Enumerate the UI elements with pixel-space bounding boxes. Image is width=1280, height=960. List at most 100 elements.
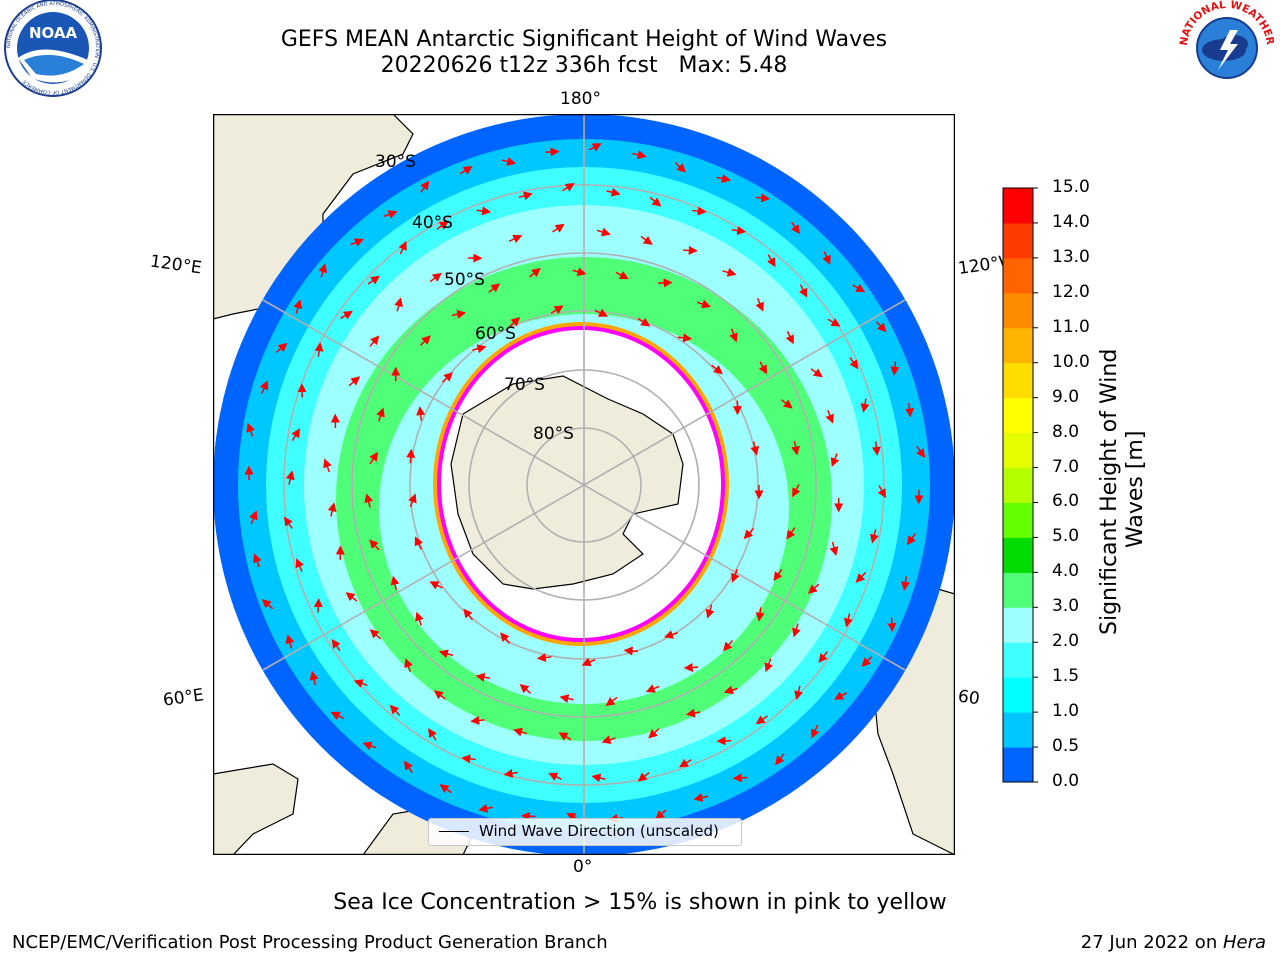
wind-wave-arrow [253, 553, 262, 568]
colorbar-segment [1003, 747, 1033, 783]
wind-wave-arrow [433, 690, 446, 700]
colorbar-tick-label: 2.0 [1052, 631, 1080, 652]
wind-wave-arrow [313, 598, 323, 613]
map-frame [213, 114, 955, 855]
wind-wave-arrow [649, 196, 662, 207]
colorbar-segment [1003, 642, 1033, 678]
wind-wave-arrow [518, 191, 533, 201]
wind-wave-arrow [743, 528, 755, 540]
wind-wave-arrow [755, 607, 765, 622]
wind-wave-arrow [887, 617, 897, 633]
wind-wave-arrow [463, 608, 474, 621]
wind-wave-arrow [855, 571, 867, 583]
wind-wave-arrow [501, 157, 517, 166]
lon-label-60w: 60°W [956, 686, 982, 710]
wind-wave-arrow [420, 180, 430, 193]
wind-wave-arrow [591, 773, 606, 783]
wind-wave-arrow [369, 629, 382, 640]
colorbar-segment [1003, 222, 1033, 259]
colorbar-tick-label: 1.0 [1052, 701, 1080, 722]
ice-caption: Sea Ice Concentration > 15% is shown in … [333, 890, 947, 915]
wind-wave-arrow [581, 657, 596, 666]
wind-wave-arrow [825, 409, 834, 424]
wind-wave-arrow [408, 493, 417, 508]
wind-wave-arrow [683, 662, 699, 672]
colorbar-tick-label: 7.0 [1052, 456, 1080, 477]
wind-wave-arrow [901, 576, 910, 591]
colorbar-segment [1003, 432, 1033, 469]
wind-wave-arrow [830, 453, 840, 468]
wind-wave-arrow [404, 658, 413, 672]
wind-wave-arrow [529, 267, 541, 278]
wind-wave-arrow [415, 611, 424, 626]
wind-wave-arrow [451, 309, 467, 319]
wind-wave-arrow [369, 335, 380, 347]
colorbar-segment [1003, 607, 1033, 643]
wind-wave-arrow [829, 541, 839, 557]
wind-wave-arrow [711, 364, 723, 375]
wind-wave-arrow [389, 704, 401, 716]
wind-wave-arrow [606, 187, 621, 197]
wind-wave-arrow [791, 221, 800, 235]
wind-wave-arrow [293, 299, 303, 314]
wind-wave-arrow [679, 758, 692, 768]
wind-wave-arrow [731, 569, 740, 583]
wind-wave-arrow [559, 694, 574, 703]
wind-wave-arrow [791, 441, 800, 456]
wind-wave-arrow [869, 529, 879, 544]
wind-wave-arrow [849, 357, 859, 370]
colorbar-segment [1003, 327, 1033, 364]
wind-wave-arrow [799, 284, 808, 298]
wind-wave-arrow [827, 318, 841, 327]
wind-wave-arrow [780, 399, 793, 409]
wind-wave-arrow [632, 150, 647, 160]
wind-wave-arrow [436, 220, 449, 230]
colorbar-tick-label: 0.5 [1052, 736, 1080, 757]
wind-wave-arrow [810, 368, 823, 378]
colorbar-tick-label: 4.0 [1052, 561, 1080, 582]
wind-wave-arrow [249, 510, 258, 525]
wind-wave-arrow [655, 809, 667, 820]
colorbar-segment [1003, 502, 1033, 538]
wind-wave-arrow [623, 646, 639, 656]
nws-logo: NATIONAL WEATHER SERVICE [1176, 0, 1276, 94]
colorbar [1002, 187, 1038, 783]
colorbar-tick-label: 0.0 [1052, 771, 1080, 791]
wind-wave-arrow [520, 811, 536, 821]
wind-wave-arrow [314, 342, 324, 357]
wind-wave-arrow [852, 283, 866, 293]
wind-wave-arrow [275, 342, 288, 353]
wind-wave-arrow [775, 753, 785, 766]
wind-wave-arrow [548, 772, 562, 781]
colorbar-segment [1003, 257, 1033, 294]
wind-wave-arrow [861, 656, 873, 667]
footer-date: 27 Jun 2022 on Hera [1081, 932, 1266, 953]
colorbar-title: Significant Height of Wind Waves [m] [1097, 349, 1148, 635]
colorbar-segment [1003, 712, 1033, 748]
wind-wave-arrow [906, 533, 917, 546]
wind-wave-arrow [475, 672, 490, 682]
wind-wave-arrow [605, 696, 618, 707]
wind-wave-arrow [500, 632, 511, 644]
wind-wave-arrow [558, 732, 572, 741]
wind-wave-arrow [488, 283, 501, 293]
wind-wave-arrow [785, 330, 794, 345]
wind-wave-arrow [818, 651, 829, 663]
wind-wave-arrow [811, 725, 820, 739]
colorbar-segment [1003, 572, 1033, 608]
wind-wave-arrow [732, 773, 748, 783]
colorbar-tick-label: 10.0 [1052, 351, 1090, 372]
wind-wave-arrow [364, 493, 374, 508]
wind-wave-arrow [327, 502, 337, 517]
wind-wave-arrow [390, 575, 400, 591]
wind-wave-arrow [786, 527, 796, 540]
lon-label-0: 0° [573, 857, 593, 877]
wind-wave-arrow [428, 728, 437, 741]
wind-wave-arrow [562, 183, 575, 192]
wind-wave-arrow [461, 754, 476, 764]
wind-wave-arrow [285, 470, 295, 485]
lat-label-50s: 50°S [444, 270, 485, 290]
wind-wave-arrow [261, 599, 274, 610]
wind-wave-arrow [367, 275, 380, 285]
wind-wave-arrow [508, 316, 521, 328]
